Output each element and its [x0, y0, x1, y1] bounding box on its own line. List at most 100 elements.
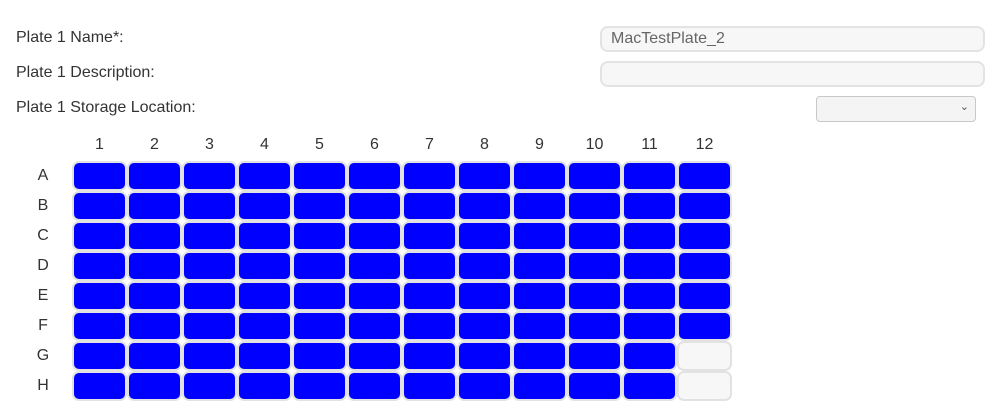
well-H2[interactable]: [127, 371, 182, 401]
plate-description-input[interactable]: [600, 61, 985, 87]
well-B8[interactable]: [457, 191, 512, 221]
well-B6[interactable]: [347, 191, 402, 221]
well-E5[interactable]: [292, 281, 347, 311]
well-G1[interactable]: [72, 341, 127, 371]
well-B11[interactable]: [622, 191, 677, 221]
well-E9[interactable]: [512, 281, 567, 311]
well-F12[interactable]: [677, 311, 732, 341]
well-E2[interactable]: [127, 281, 182, 311]
well-D11[interactable]: [622, 251, 677, 281]
well-F7[interactable]: [402, 311, 457, 341]
plate-name-input[interactable]: [600, 26, 985, 52]
well-D9[interactable]: [512, 251, 567, 281]
well-C12[interactable]: [677, 221, 732, 251]
well-D12[interactable]: [677, 251, 732, 281]
well-E6[interactable]: [347, 281, 402, 311]
well-B7[interactable]: [402, 191, 457, 221]
well-H4[interactable]: [237, 371, 292, 401]
well-B9[interactable]: [512, 191, 567, 221]
well-B1[interactable]: [72, 191, 127, 221]
well-E10[interactable]: [567, 281, 622, 311]
well-H8[interactable]: [457, 371, 512, 401]
well-H12[interactable]: [677, 371, 732, 401]
well-B3[interactable]: [182, 191, 237, 221]
well-E12[interactable]: [677, 281, 732, 311]
well-B5[interactable]: [292, 191, 347, 221]
well-C6[interactable]: [347, 221, 402, 251]
well-G7[interactable]: [402, 341, 457, 371]
well-E1[interactable]: [72, 281, 127, 311]
well-G4[interactable]: [237, 341, 292, 371]
well-H5[interactable]: [292, 371, 347, 401]
well-F5[interactable]: [292, 311, 347, 341]
well-F2[interactable]: [127, 311, 182, 341]
well-E4[interactable]: [237, 281, 292, 311]
storage-location-select[interactable]: ⌄: [816, 96, 976, 122]
well-G2[interactable]: [127, 341, 182, 371]
well-D8[interactable]: [457, 251, 512, 281]
well-D3[interactable]: [182, 251, 237, 281]
well-G10[interactable]: [567, 341, 622, 371]
well-C9[interactable]: [512, 221, 567, 251]
well-F1[interactable]: [72, 311, 127, 341]
well-C8[interactable]: [457, 221, 512, 251]
well-H11[interactable]: [622, 371, 677, 401]
well-H9[interactable]: [512, 371, 567, 401]
well-A1[interactable]: [72, 161, 127, 191]
well-A5[interactable]: [292, 161, 347, 191]
well-C1[interactable]: [72, 221, 127, 251]
well-F9[interactable]: [512, 311, 567, 341]
well-G9[interactable]: [512, 341, 567, 371]
well-G11[interactable]: [622, 341, 677, 371]
well-F3[interactable]: [182, 311, 237, 341]
well-F8[interactable]: [457, 311, 512, 341]
well-F11[interactable]: [622, 311, 677, 341]
well-C7[interactable]: [402, 221, 457, 251]
well-G12[interactable]: [677, 341, 732, 371]
well-H10[interactable]: [567, 371, 622, 401]
well-A6[interactable]: [347, 161, 402, 191]
well-B10[interactable]: [567, 191, 622, 221]
well-D6[interactable]: [347, 251, 402, 281]
well-H7[interactable]: [402, 371, 457, 401]
well-D10[interactable]: [567, 251, 622, 281]
well-F10[interactable]: [567, 311, 622, 341]
well-G6[interactable]: [347, 341, 402, 371]
well-G3[interactable]: [182, 341, 237, 371]
well-C3[interactable]: [182, 221, 237, 251]
well-A7[interactable]: [402, 161, 457, 191]
well-D7[interactable]: [402, 251, 457, 281]
well-D4[interactable]: [237, 251, 292, 281]
well-A4[interactable]: [237, 161, 292, 191]
well-E7[interactable]: [402, 281, 457, 311]
well-A8[interactable]: [457, 161, 512, 191]
well-C2[interactable]: [127, 221, 182, 251]
well-F6[interactable]: [347, 311, 402, 341]
well-A10[interactable]: [567, 161, 622, 191]
well-B2[interactable]: [127, 191, 182, 221]
well-C11[interactable]: [622, 221, 677, 251]
well-C5[interactable]: [292, 221, 347, 251]
well-E3[interactable]: [182, 281, 237, 311]
well-G8[interactable]: [457, 341, 512, 371]
well-H1[interactable]: [72, 371, 127, 401]
well-B4[interactable]: [237, 191, 292, 221]
well-A9[interactable]: [512, 161, 567, 191]
well-A11[interactable]: [622, 161, 677, 191]
well-E8[interactable]: [457, 281, 512, 311]
well-H6[interactable]: [347, 371, 402, 401]
well-E11[interactable]: [622, 281, 677, 311]
well-D5[interactable]: [292, 251, 347, 281]
column-header-7: 7: [425, 136, 434, 153]
well-D1[interactable]: [72, 251, 127, 281]
well-A12[interactable]: [677, 161, 732, 191]
well-G5[interactable]: [292, 341, 347, 371]
well-F4[interactable]: [237, 311, 292, 341]
well-C4[interactable]: [237, 221, 292, 251]
well-C10[interactable]: [567, 221, 622, 251]
well-D2[interactable]: [127, 251, 182, 281]
well-H3[interactable]: [182, 371, 237, 401]
well-B12[interactable]: [677, 191, 732, 221]
well-A2[interactable]: [127, 161, 182, 191]
well-A3[interactable]: [182, 161, 237, 191]
